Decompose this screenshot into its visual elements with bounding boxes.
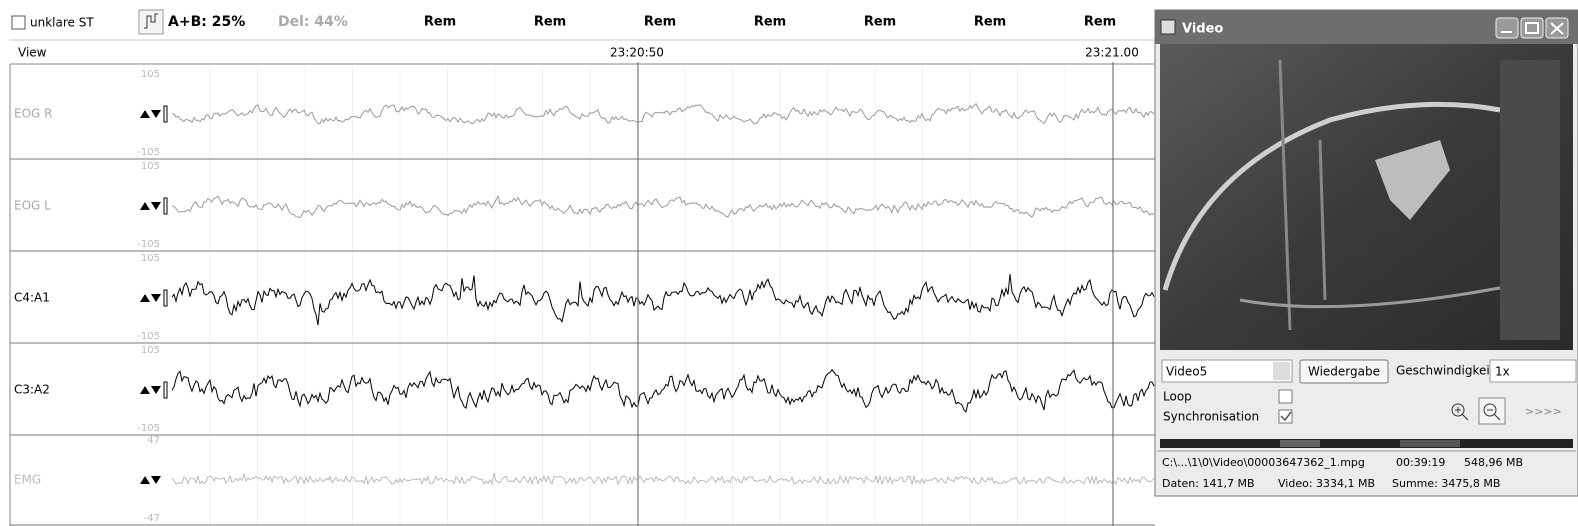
- scale-arrows: [140, 110, 161, 118]
- total-size: Summe: 3475,8 MB: [1392, 477, 1500, 490]
- duration: 00:39:19: [1396, 456, 1445, 469]
- stage-label: Rem: [864, 15, 896, 30]
- select-arrow: [1273, 362, 1290, 380]
- file-size: 548,96 MB: [1464, 456, 1523, 469]
- scale-arrows: [140, 294, 161, 302]
- stage-label: Rem: [644, 15, 676, 30]
- stage-label: Rem: [974, 15, 1006, 30]
- speed-label: Geschwindigkeit: [1396, 364, 1495, 378]
- video-size: Video: 3334,1 MB: [1278, 477, 1375, 490]
- signal-trace: [172, 274, 1154, 325]
- scale-max: 105: [141, 253, 160, 264]
- scale-min: -47: [144, 513, 160, 524]
- scale-min: -105: [137, 239, 160, 250]
- scale-min: -105: [137, 423, 160, 434]
- del-score: Del: 44%: [278, 14, 348, 30]
- time-label: 23:20:50: [610, 46, 664, 60]
- scale-handle: [164, 382, 167, 398]
- scale-arrows: [140, 202, 161, 210]
- time-label: 23:21.00: [1085, 46, 1139, 60]
- signal-trace: [172, 473, 1154, 484]
- data-size: Daten: 141,7 MB: [1162, 477, 1255, 490]
- more-button[interactable]: >>>>: [1525, 405, 1562, 418]
- scale-arrows: [140, 476, 161, 484]
- channel-label: C3:A2: [14, 383, 50, 397]
- view-label: View: [18, 46, 47, 60]
- loop-label: Loop: [1163, 390, 1192, 404]
- sync-label: Synchronisation: [1163, 410, 1259, 424]
- progress-segment: [1400, 440, 1460, 447]
- scale-handle: [164, 106, 167, 122]
- channel-label: EOG L: [14, 199, 51, 213]
- scale-arrows: [140, 386, 161, 394]
- channels: EOG R 105 -105 EOG L 105 -105 C4:A1 105 -105 C3:A…: [10, 69, 1155, 525]
- page: { "toolbar": { "checkbox_label": "unklar…: [0, 0, 1578, 526]
- source-value: Video5: [1166, 365, 1207, 379]
- signal-trace: [172, 370, 1154, 412]
- speed-value: 1x: [1495, 365, 1510, 379]
- checkbox-label: unklare ST: [30, 16, 94, 30]
- play-button-label: Wiedergabe: [1308, 365, 1380, 379]
- scale-handle: [164, 198, 167, 214]
- checkbox[interactable]: [12, 16, 25, 29]
- channel-label: EOG R: [14, 107, 52, 121]
- viewer: unklare ST A+B: 25% Del: 44% Rem Rem Rem Re…: [0, 0, 1578, 526]
- scale-min: -105: [137, 147, 160, 158]
- scale-max: 105: [141, 161, 160, 172]
- scale-min: -105: [137, 331, 160, 342]
- video-detail: [1500, 60, 1560, 340]
- zoom-out-button[interactable]: [1479, 398, 1505, 424]
- scale-max: 105: [141, 69, 160, 80]
- stage-label: Rem: [754, 15, 786, 30]
- stage-label: Rem: [534, 15, 566, 30]
- scale-max: 47: [147, 435, 160, 446]
- maximize-button[interactable]: [1521, 18, 1543, 38]
- stage-label: Rem: [424, 15, 456, 30]
- channel-label: EMG: [14, 473, 41, 487]
- video-window: Video Video5 Wiedergabe Geschwindigkeit …: [1155, 10, 1578, 496]
- window-title: Video: [1182, 22, 1223, 37]
- progress-segment: [1280, 440, 1320, 447]
- scale-handle: [164, 290, 167, 306]
- file-path: C:\...\1\0\Video\00003647362_1.mpg: [1162, 456, 1365, 469]
- signal-trace: [172, 196, 1154, 218]
- time-row: 23:20:50 23:21.00: [610, 46, 1139, 60]
- loop-checkbox[interactable]: [1279, 390, 1292, 403]
- stage-label: Rem: [1084, 15, 1116, 30]
- scale-max: 105: [141, 345, 160, 356]
- ab-score: A+B: 25%: [168, 14, 245, 30]
- channel-label: C4:A1: [14, 291, 50, 305]
- progress-bar[interactable]: [1160, 439, 1573, 448]
- minimize-button[interactable]: [1496, 18, 1518, 38]
- signal-trace: [172, 104, 1154, 124]
- window-icon: [1161, 20, 1175, 34]
